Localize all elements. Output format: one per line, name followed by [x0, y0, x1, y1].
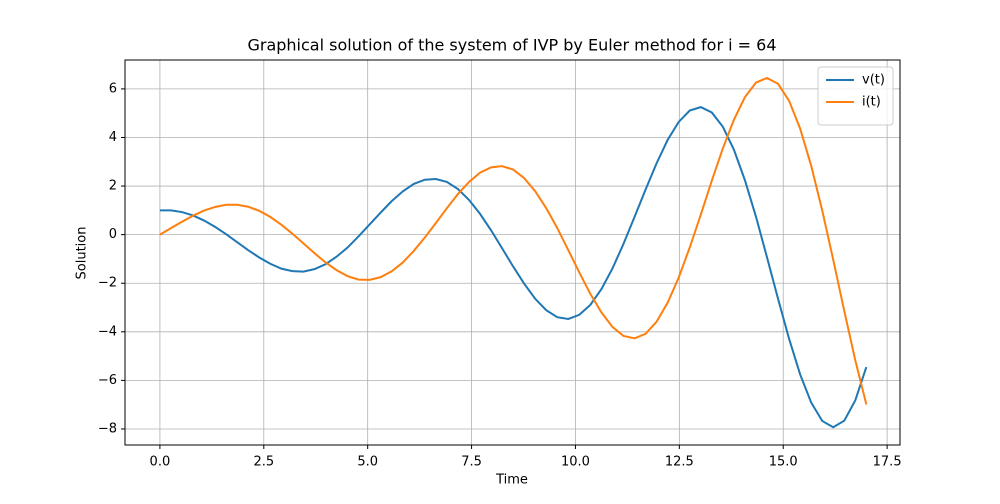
y-tick-label: 6 — [109, 81, 117, 96]
y-tick-label: −4 — [98, 324, 117, 339]
y-axis-label: Solution — [75, 227, 90, 280]
x-tick-label: 12.5 — [665, 455, 694, 470]
y-tick-label: −8 — [98, 421, 117, 436]
y-tick-label: −2 — [98, 276, 117, 291]
y-tick-label: 4 — [109, 130, 117, 145]
x-tick-label: 10.0 — [561, 455, 590, 470]
legend-label: i(t) — [862, 95, 881, 110]
legend-label: v(t) — [862, 73, 885, 88]
y-tick-label: −6 — [98, 373, 117, 388]
x-axis-label: Time — [495, 473, 528, 488]
plot-frame — [124, 59, 901, 446]
series-line — [159, 76, 868, 405]
x-tick-label: 7.5 — [461, 455, 482, 470]
x-tick-label: 2.5 — [253, 455, 274, 470]
x-tick-label: 0.0 — [150, 455, 171, 470]
series-line — [159, 106, 868, 429]
x-tick-label: 15.0 — [769, 455, 798, 470]
y-tick-label: 0 — [109, 227, 117, 242]
x-tick-label: 5.0 — [357, 455, 378, 470]
x-tick-label: 17.5 — [873, 455, 902, 470]
y-tick-label: 2 — [109, 179, 117, 194]
chart-title: Graphical solution of the system of IVP … — [247, 36, 776, 55]
legend-box — [817, 66, 894, 126]
